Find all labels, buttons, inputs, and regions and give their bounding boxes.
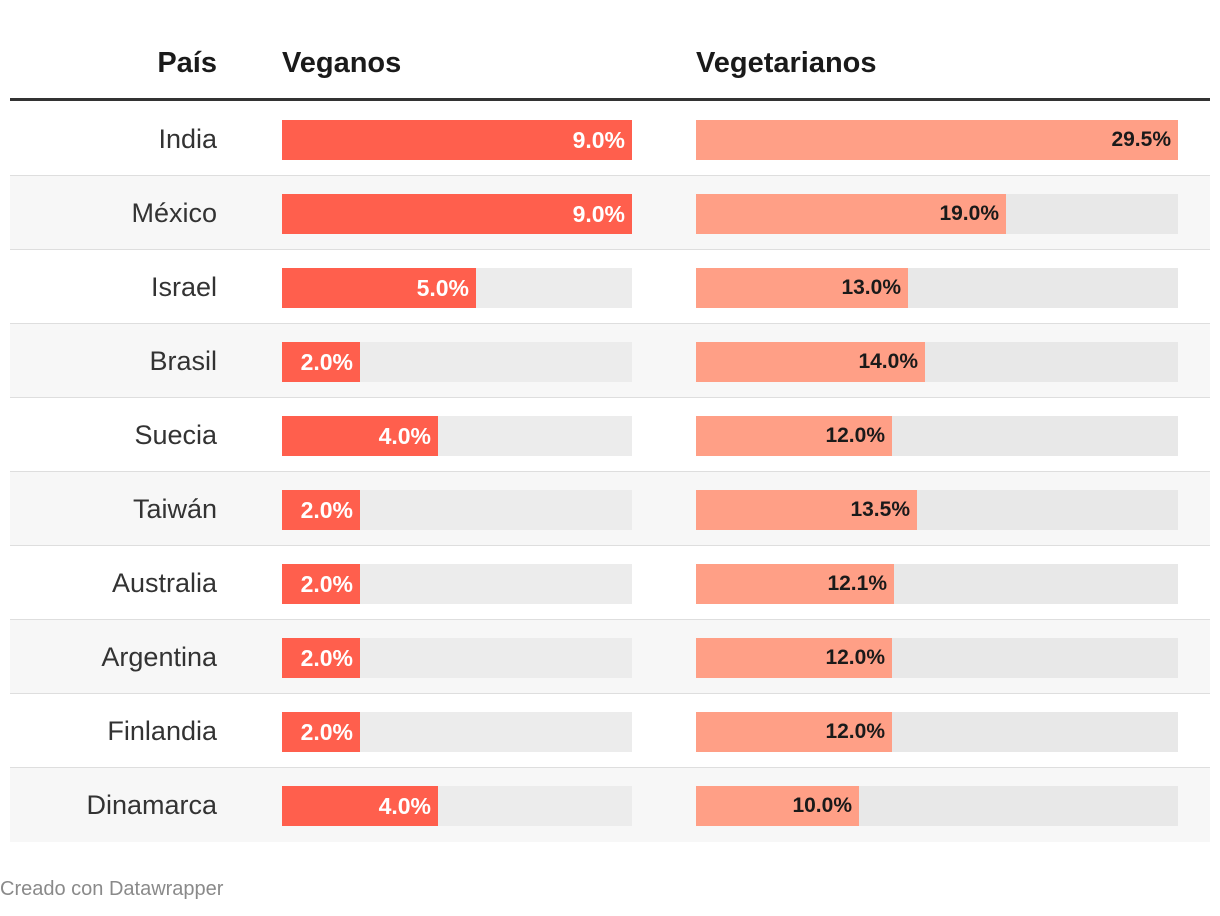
vegan-value-label: 2.0% [300,497,353,523]
table-row: Brasil 2.0% 14.0% [10,324,1210,398]
vegetarian-value-label: 19.0% [939,202,999,225]
footer-credit[interactable]: Creado con Datawrapper [0,878,224,900]
country-label: Taiwán [132,494,217,524]
vegan-value-label: 9.0% [572,201,625,227]
vegetarian-bar: 12.0% [696,712,892,752]
vegetarian-bar: 13.5% [696,490,917,530]
country-label: Finlandia [107,716,217,746]
vegetarian-bar-track: 19.0% [696,194,1178,234]
header-vegan: Veganos [282,47,402,79]
vegan-bar-track: 2.0% [282,638,632,678]
table-row: Dinamarca 4.0% 10.0% [10,768,1210,842]
table-row: Australia 2.0% 12.1% [10,546,1210,620]
table-row: México 9.0% 19.0% [10,176,1210,250]
vegetarian-bar: 12.0% [696,416,892,456]
vegan-bar: 5.0% [282,268,476,308]
vegan-bar-track: 2.0% [282,712,632,752]
vegetarian-bar: 13.0% [696,268,908,308]
vegan-bar: 2.0% [282,342,360,382]
vegan-value-label: 9.0% [572,127,625,153]
table-row: India 9.0% 29.5% [10,102,1210,176]
vegetarian-bar-track: 13.5% [696,490,1178,530]
vegan-value-label: 4.0% [378,423,431,449]
vegan-bar-track: 4.0% [282,786,632,826]
vegan-value-label: 4.0% [378,793,431,819]
table-row: Israel 5.0% 13.0% [10,250,1210,324]
vegan-bar-track: 2.0% [282,342,632,382]
vegan-bar-track: 4.0% [282,416,632,456]
vegetarian-value-label: 13.5% [850,498,910,521]
vegetarian-bar: 12.0% [696,638,892,678]
table-row: Argentina 2.0% 12.0% [10,620,1210,694]
vegan-value-label: 5.0% [416,275,469,301]
vegetarian-value-label: 12.1% [827,572,887,595]
vegan-bar-track: 2.0% [282,490,632,530]
country-label: Brasil [149,346,217,376]
header-country: País [157,47,217,79]
vegetarian-bar-track: 14.0% [696,342,1178,382]
vegetarian-value-label: 13.0% [841,276,901,299]
table-row: Taiwán 2.0% 13.5% [10,472,1210,546]
country-label: Argentina [101,642,217,672]
vegan-bar-track: 9.0% [282,194,632,234]
vegetarian-bar: 29.5% [696,120,1178,160]
vegan-bar-track: 2.0% [282,564,632,604]
vegan-value-label: 2.0% [300,645,353,671]
country-label: Dinamarca [86,790,217,820]
table-row: Suecia 4.0% 12.0% [10,398,1210,472]
country-label: India [158,124,217,154]
vegetarian-value-label: 14.0% [858,350,918,373]
country-label: Australia [111,568,217,598]
vegan-bar: 4.0% [282,416,438,456]
vegan-bar: 4.0% [282,786,438,826]
chart-table: País Veganos Vegetarianos India 9.0% 29.5%… [10,0,1210,916]
vegetarian-bar: 19.0% [696,194,1006,234]
vegetarian-bar: 10.0% [696,786,859,826]
vegan-bar: 9.0% [282,120,632,160]
vegan-bar: 2.0% [282,564,360,604]
vegan-value-label: 2.0% [300,571,353,597]
country-label: Suecia [134,420,217,450]
vegan-bar: 2.0% [282,712,360,752]
vegetarian-value-label: 12.0% [825,720,885,743]
vegetarian-bar-track: 12.0% [696,638,1178,678]
vegetarian-bar: 12.1% [696,564,894,604]
vegetarian-value-label: 12.0% [825,424,885,447]
vegetarian-bar-track: 10.0% [696,786,1178,826]
vegan-value-label: 2.0% [300,719,353,745]
country-label: Israel [150,272,217,302]
vegetarian-value-label: 29.5% [1111,128,1171,151]
vegan-bar-track: 9.0% [282,120,632,160]
table-row: Finlandia 2.0% 12.0% [10,694,1210,768]
vegan-value-label: 2.0% [300,349,353,375]
vegetarian-bar-track: 12.0% [696,416,1178,456]
vegan-bar: 9.0% [282,194,632,234]
country-label: México [131,198,217,228]
vegetarian-value-label: 12.0% [825,646,885,669]
header-vegetarian: Vegetarianos [696,47,877,79]
vegetarian-value-label: 10.0% [792,794,852,817]
vegetarian-bar-track: 12.1% [696,564,1178,604]
vegan-bar-track: 5.0% [282,268,632,308]
vegan-bar: 2.0% [282,490,360,530]
vegetarian-bar: 14.0% [696,342,925,382]
vegetarian-bar-track: 13.0% [696,268,1178,308]
vegetarian-bar-track: 29.5% [696,120,1178,160]
vegetarian-bar-track: 12.0% [696,712,1178,752]
header-divider [10,98,1210,101]
vegan-bar: 2.0% [282,638,360,678]
